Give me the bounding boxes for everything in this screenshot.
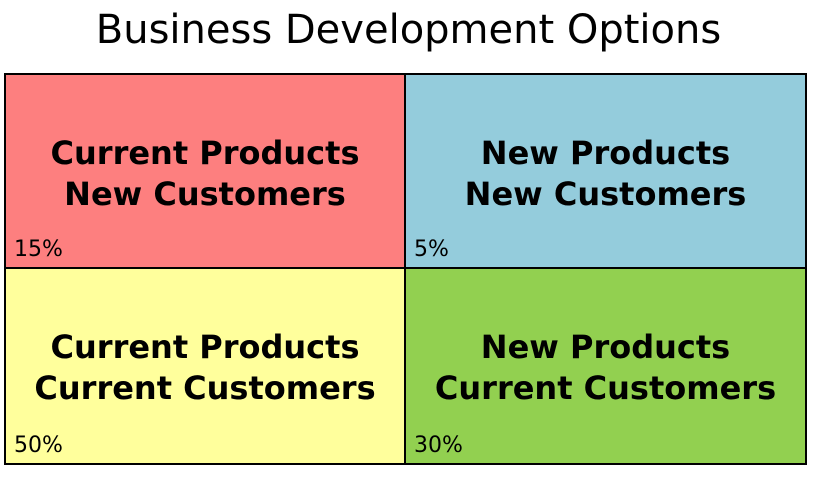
quadrant-percent: 15% xyxy=(14,237,63,262)
options-matrix: Current Products New Customers 15% New P… xyxy=(4,73,807,465)
quadrant-percent: 50% xyxy=(14,433,63,458)
quadrant-label-line2: New Customers xyxy=(64,175,346,213)
quadrant-label: New Products New Customers xyxy=(406,133,805,215)
quadrant-label: Current Products Current Customers xyxy=(6,327,404,409)
quadrant-label: New Products Current Customers xyxy=(406,327,805,409)
quadrant-new-products-new-customers: New Products New Customers 5% xyxy=(406,75,805,269)
quadrant-label-line2: Current Customers xyxy=(34,369,376,407)
quadrant-percent: 5% xyxy=(414,237,449,262)
quadrant-current-products-current-customers: Current Products Current Customers 50% xyxy=(6,269,406,463)
quadrant-label-line1: New Products xyxy=(480,134,731,172)
quadrant-label-line1: Current Products xyxy=(50,328,360,366)
quadrant-new-products-current-customers: New Products Current Customers 30% xyxy=(406,269,805,463)
quadrant-label-line2: Current Customers xyxy=(434,369,777,407)
quadrant-percent: 30% xyxy=(414,433,463,458)
quadrant-label-line2: New Customers xyxy=(464,175,747,213)
page-title: Business Development Options xyxy=(95,7,722,53)
quadrant-current-products-new-customers: Current Products New Customers 15% xyxy=(6,75,406,269)
quadrant-label: Current Products New Customers xyxy=(6,133,404,215)
quadrant-label-line1: Current Products xyxy=(50,134,360,172)
quadrant-label-line1: New Products xyxy=(480,328,731,366)
